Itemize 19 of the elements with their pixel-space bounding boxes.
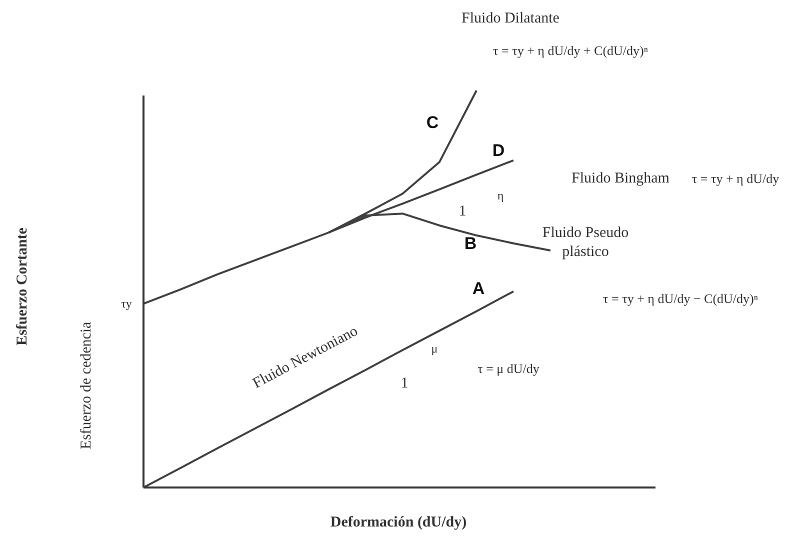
annotation: μ — [431, 342, 438, 356]
text: Esfuerzo de cedencia — [78, 321, 94, 450]
x-axis-title: Deformación (dU/dy) — [330, 514, 467, 530]
annotation: 1 — [400, 376, 408, 392]
annotation: 1 — [458, 204, 466, 220]
series-label: A — [472, 279, 485, 298]
text: τ = τy + η dU/dy − C(dU/dy)ⁿ — [603, 291, 758, 306]
annotation: τy — [121, 296, 132, 310]
annotation: η — [497, 188, 504, 202]
text: Fluido Bingham — [572, 170, 670, 186]
series-label: B — [464, 234, 477, 253]
text: Fluido Dilatante — [462, 10, 560, 26]
series-label: C — [426, 113, 439, 132]
text: τ = τy + η dU/dy — [692, 171, 780, 186]
series-label: D — [492, 141, 505, 160]
annotation: Fluido Pseudo plástico — [542, 224, 629, 260]
text: Esfuerzo Cortante — [14, 227, 30, 346]
annotation: τ = μ dU/dy — [478, 361, 540, 376]
text: τ = τy + η dU/dy + C(dU/dy)ⁿ — [493, 43, 648, 58]
